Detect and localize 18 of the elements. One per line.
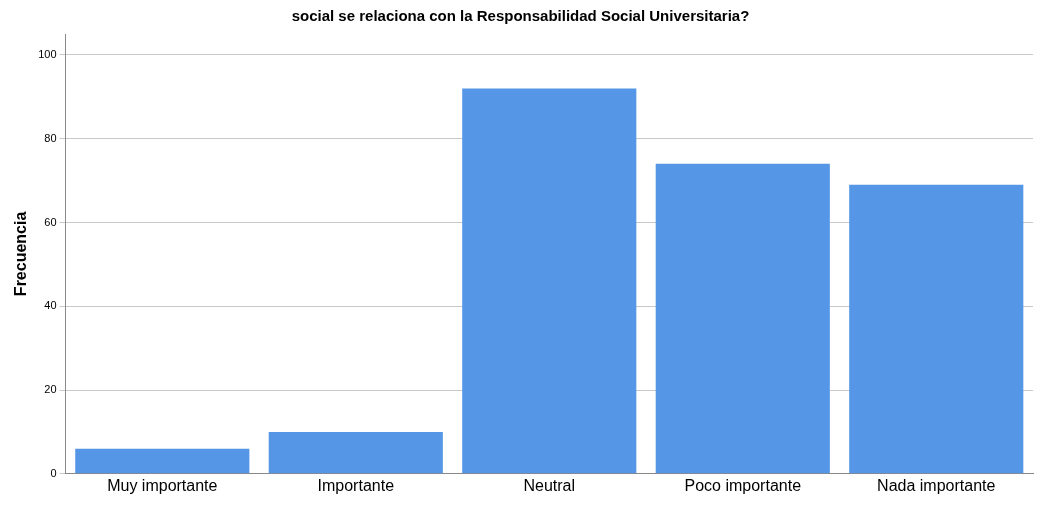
x-tick-label: Nada importante (877, 476, 996, 494)
bar (75, 448, 250, 474)
chart-title: social se relaciona con la Responsabilidad Social Universitaria? (291, 7, 750, 25)
x-tick-label: Importante (317, 476, 395, 494)
y-tick-label: 40 (44, 299, 57, 312)
y-axis-title: Frecuencia (12, 211, 30, 297)
y-tick-label: 20 (44, 383, 57, 396)
y-tick-label: 0 (50, 466, 57, 479)
bar (655, 163, 830, 474)
x-tick-label: Neutral (523, 476, 576, 494)
x-tick-label: Muy importante (107, 476, 218, 494)
y-tick-label: 80 (44, 131, 57, 144)
y-tick-label: 60 (44, 215, 57, 228)
bar (268, 431, 443, 474)
bar (849, 184, 1024, 474)
bar (462, 88, 637, 474)
x-tick-label: Poco importante (684, 476, 802, 494)
y-tick-label: 100 (38, 47, 57, 60)
